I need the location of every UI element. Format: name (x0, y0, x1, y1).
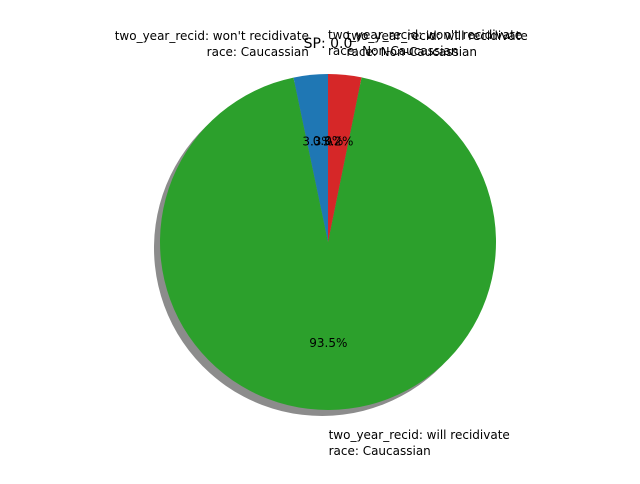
pie-slice-label-line: two_year_recid: won't recidivate (328, 28, 522, 42)
pie-slice-label-line: two_year_recid: will recidivate (347, 29, 528, 43)
pie-slice-label-line: race: Caucassian (207, 45, 309, 59)
pie-slice-pct-1: 3.3% (302, 135, 333, 149)
pie-slice-label-line: two_year_recid: won't recidivate (115, 29, 309, 43)
pie-slice-label-2: two_year_recid: will recidivate race: Cau… (329, 428, 510, 458)
pie-slice-2 (159, 77, 496, 411)
pie-slice-label-line: race: Non-Caucassian (328, 44, 458, 58)
pie-slice-label-line: two_year_recid: will recidivate (329, 428, 510, 442)
pie-slice-label-line: race: Non-Caucassian (347, 45, 477, 59)
chart-title: SP: 0.0 (304, 36, 353, 52)
pie-slice-label-line: race: Caucassian (329, 444, 431, 458)
pie-slice-label-1: two_year_recid: won't recidivate race: Ca… (115, 29, 309, 59)
pie-slice-pct-3: 3.2% (323, 135, 354, 149)
pie-slice-pct-0: 0.0% (313, 134, 344, 148)
pie-slice-label-0: two_year_recid: won't recidivate race: No… (328, 28, 522, 58)
pie-labels: 0.0% two_year_recid: won't recidivate race… (115, 28, 528, 458)
pie-slice-3 (328, 74, 362, 242)
pie-slice-pct-2: 93.5% (309, 336, 347, 350)
pie-slice-1 (293, 74, 328, 242)
pie-slices (159, 74, 496, 411)
pie-slice-label-3: two_year_recid: will recidivate race: Non… (347, 29, 528, 59)
